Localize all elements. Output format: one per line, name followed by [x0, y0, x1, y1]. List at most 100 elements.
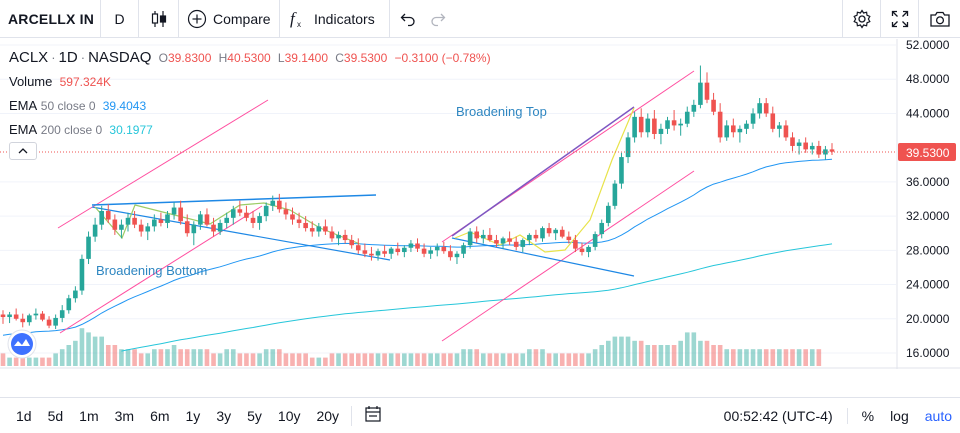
- volume-bar: [349, 353, 355, 366]
- volume-bar: [237, 353, 243, 366]
- fullscreen-icon: [891, 10, 908, 28]
- volume-bar: [645, 345, 651, 366]
- volume-bar: [125, 349, 131, 366]
- legend-ema50-row[interactable]: EMA 50 close 0 39.4043: [9, 94, 491, 118]
- broadening-top-support-line[interactable]: [451, 237, 635, 277]
- ema50-label: EMA: [9, 98, 38, 113]
- interval-button[interactable]: D: [101, 0, 139, 38]
- volume-bar: [0, 353, 6, 366]
- fullscreen-button[interactable]: [880, 0, 918, 38]
- candle-body: [467, 231, 473, 246]
- volume-bar: [290, 353, 295, 366]
- range-button-3m[interactable]: 3m: [114, 407, 135, 424]
- volume-bar: [704, 340, 710, 366]
- indicators-button[interactable]: f x Indicators: [280, 0, 390, 38]
- broadening-bottom-support-line[interactable]: [91, 206, 391, 261]
- volume-bar: [138, 353, 144, 366]
- broadening-bottom-lower-channel[interactable]: [59, 205, 263, 334]
- range-button-5y[interactable]: 5y: [247, 407, 262, 424]
- broadening-bottom-resistance-line[interactable]: [91, 194, 377, 206]
- candle-body: [191, 224, 197, 234]
- price-tick-label: 32.0000: [906, 209, 950, 223]
- ema200-value: 30.1977: [109, 123, 153, 137]
- broadening-top-label[interactable]: Broadening Top: [456, 104, 547, 119]
- price-axis[interactable]: 52.0000 48.0000 44.0000 36.0000 32.0000 28.00…: [906, 39, 950, 360]
- candle-body: [283, 209, 289, 215]
- candle-body: [540, 228, 545, 239]
- symbol-search-button[interactable]: ARCELLX IN: [0, 0, 101, 38]
- chart-legend: ACLX · 1D · NASDAQ O39.8300 H40.5300 L39.140…: [9, 46, 491, 142]
- volume-bar: [698, 340, 703, 366]
- chart-type-button[interactable]: [139, 0, 179, 38]
- broadening-top-resistance-line[interactable]: [451, 106, 635, 237]
- range-button-1y[interactable]: 1y: [185, 407, 201, 424]
- volume-bar: [559, 353, 565, 366]
- volume-bar: [546, 353, 552, 366]
- range-button-10y[interactable]: 10y: [277, 407, 301, 424]
- candle-body: [691, 104, 697, 112]
- legend-symbol-row: ACLX · 1D · NASDAQ O39.8300 H40.5300 L39.140…: [9, 49, 491, 66]
- volume-bar: [323, 357, 328, 366]
- candle-body: [711, 99, 716, 112]
- top-toolbar: ARCELLX IN D Compare f x Indicators: [0, 0, 960, 38]
- broadening-top-lower-channel[interactable]: [441, 170, 695, 342]
- legend-symbol[interactable]: ACLX: [9, 49, 49, 66]
- candle-body: [0, 314, 6, 318]
- candle-body: [507, 238, 512, 242]
- settings-button[interactable]: [842, 0, 880, 38]
- low-key: L: [277, 51, 285, 65]
- volume-bar: [553, 353, 558, 366]
- candle-body: [138, 224, 144, 232]
- candle-body: [513, 241, 519, 247]
- ema200-label: EMA: [9, 122, 38, 137]
- volume-bar: [316, 357, 322, 366]
- candle-body: [178, 207, 183, 222]
- legend-ema200-row[interactable]: EMA 200 close 0 30.1977: [9, 118, 491, 142]
- volume-bar: [119, 349, 124, 366]
- range-button-20y[interactable]: 20y: [316, 407, 340, 424]
- goto-date-button[interactable]: [356, 405, 390, 426]
- broadening-top-zigzag[interactable]: [454, 107, 635, 253]
- volume-bar: [224, 349, 230, 366]
- candle-body: [546, 228, 552, 234]
- volume-bar: [263, 349, 269, 366]
- ema50-value: 39.4043: [102, 99, 147, 113]
- log-toggle[interactable]: log: [890, 408, 909, 424]
- volume-bar: [402, 353, 407, 366]
- screenshot-button[interactable]: [918, 0, 960, 38]
- auto-toggle[interactable]: auto: [924, 408, 952, 424]
- timezone-clock[interactable]: 00:52:42 (UTC-4): [716, 408, 848, 424]
- legend-collapse-button[interactable]: [9, 142, 37, 160]
- volume-bar: [217, 353, 223, 366]
- percent-toggle[interactable]: %: [861, 408, 875, 424]
- volume-bar: [625, 336, 631, 366]
- undo-icon[interactable]: [400, 11, 416, 27]
- candle-body: [290, 214, 295, 220]
- volume-bar: [415, 353, 420, 366]
- range-button-1m[interactable]: 1m: [79, 407, 99, 424]
- candle-body: [632, 116, 637, 138]
- redo-icon[interactable]: [430, 11, 446, 27]
- candle-body: [119, 224, 124, 230]
- range-button-6m[interactable]: 6m: [150, 407, 170, 424]
- candle-body: [678, 123, 683, 126]
- compare-button[interactable]: Compare: [179, 0, 280, 38]
- volume-bar: [303, 353, 308, 366]
- price-chart[interactable]: Broadening Bottom Broadening Top 52.0000…: [0, 39, 960, 369]
- volume-label: Volume: [9, 74, 53, 89]
- candle-body: [829, 149, 835, 152]
- volume-bars: [0, 328, 822, 366]
- broadening-bottom-label[interactable]: Broadening Bottom: [96, 263, 207, 278]
- legend-volume-row[interactable]: Volume 597.324K: [9, 70, 491, 94]
- range-button-3y[interactable]: 3y: [216, 407, 232, 424]
- candle-body: [408, 243, 414, 248]
- current-price-tag: 39.5300: [898, 143, 956, 161]
- range-button-1d[interactable]: 1d: [16, 407, 32, 424]
- volume-bar: [500, 353, 506, 366]
- bottom-right-group: 00:52:42 (UTC-4) % log auto: [716, 398, 960, 433]
- volume-bar: [770, 349, 776, 366]
- volume-bar: [638, 340, 644, 366]
- candle-body: [296, 219, 302, 223]
- range-button-5d[interactable]: 5d: [47, 407, 64, 424]
- candle-body: [46, 319, 52, 326]
